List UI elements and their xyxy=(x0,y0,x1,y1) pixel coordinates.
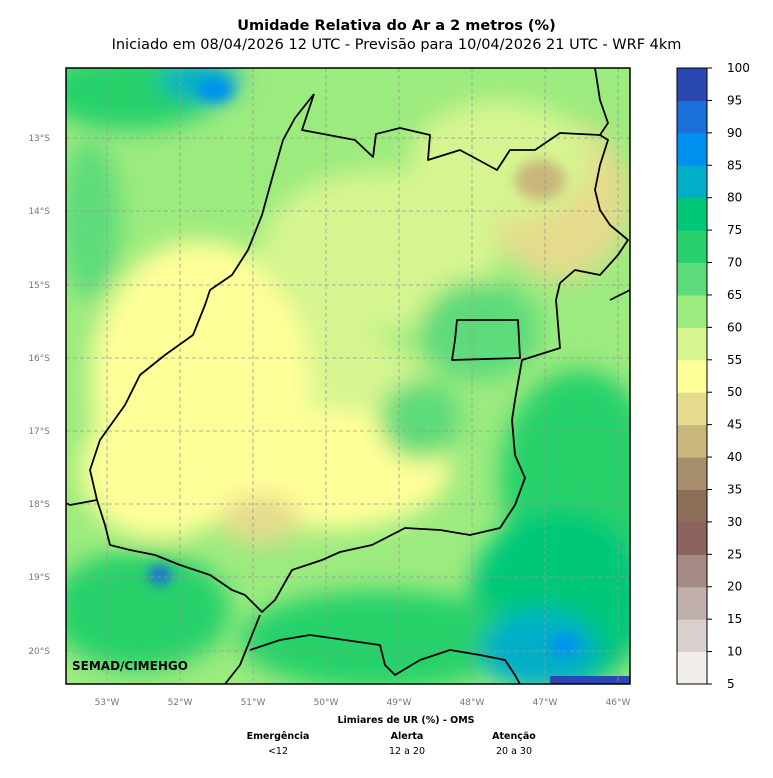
colorbar-segment xyxy=(677,100,707,134)
humidity-field xyxy=(66,68,630,684)
colorbar-segment xyxy=(677,489,707,523)
colorbar-tick-label: 95 xyxy=(727,93,742,107)
colorbar-tick-label: 10 xyxy=(727,645,742,659)
lon-label: 46°W xyxy=(606,698,631,708)
colorbar-tick-label: 30 xyxy=(727,515,742,529)
lat-label: 16°S xyxy=(28,354,50,364)
latitude-labels: 13°S 14°S 15°S 16°S 17°S 18°S 19°S 20°S xyxy=(28,134,50,657)
colorbar-tick-label: 35 xyxy=(727,482,742,496)
lon-label: 52°W xyxy=(168,698,193,708)
colorbar-tick-label: 85 xyxy=(727,158,742,172)
colorbar-segment xyxy=(677,262,707,296)
colorbar-tick-label: 20 xyxy=(727,580,742,594)
colorbar-frame xyxy=(676,67,708,685)
map-title: Umidade Relativa do Ar a 2 metros (%) xyxy=(237,18,556,34)
colorbar-segment xyxy=(677,392,707,426)
colorbar-segment xyxy=(677,165,707,199)
lat-label: 14°S xyxy=(28,207,50,217)
level-range-atencao: 20 a 30 xyxy=(495,746,533,757)
colorbar-tick-label: 45 xyxy=(727,418,742,432)
colorbar-segment xyxy=(677,68,707,101)
colorbar-segment xyxy=(677,424,707,458)
lon-label: 50°W xyxy=(314,698,339,708)
colorbar: 5 10 15 20 25 30 35 40 45 50 55 60 65 70 75 80 85 90 95 100 xyxy=(676,61,750,691)
colorbar-tick-label: 80 xyxy=(727,191,742,205)
colorbar-tick-label: 15 xyxy=(727,612,742,626)
level-range-alerta: 12 a 20 xyxy=(388,746,426,757)
lat-label: 13°S xyxy=(28,134,50,144)
graticule xyxy=(66,68,630,684)
map-subtitle: Iniciado em 08/04/2026 12 UTC - Previsão… xyxy=(111,37,682,53)
lat-label: 20°S xyxy=(28,647,50,657)
colorbar-segment xyxy=(677,132,707,166)
colorbar-tick-label: 100 xyxy=(727,61,750,75)
map-frame xyxy=(65,67,631,685)
colorbar-segment xyxy=(677,554,707,588)
colorbar-segment xyxy=(677,327,707,361)
colorbar-segment xyxy=(677,197,707,231)
colorbar-tick-label: 50 xyxy=(727,385,742,399)
colorbar-segment xyxy=(677,230,707,264)
colorbar-tick-label: 75 xyxy=(727,223,742,237)
lon-label: 49°W xyxy=(387,698,412,708)
level-range-emergencia: <12 xyxy=(267,746,289,757)
colorbar-tick-label: 5 xyxy=(727,677,735,691)
colorbar-tick-label: 70 xyxy=(727,256,742,270)
level-name-emergencia: Emergência xyxy=(246,731,310,742)
watermark: SEMAD/CIMEHGO xyxy=(72,659,188,673)
colorbar-tick-label: 60 xyxy=(727,320,742,334)
state-borders xyxy=(66,68,630,684)
level-name-alerta: Alerta xyxy=(390,731,424,742)
colorbar-segment xyxy=(677,651,707,685)
colorbar-segment xyxy=(677,619,707,653)
colorbar-segment xyxy=(677,457,707,490)
colorbar-segment xyxy=(677,294,707,328)
lat-label: 18°S xyxy=(28,500,50,510)
lon-label: 53°W xyxy=(95,698,120,708)
lat-label: 19°S xyxy=(28,573,50,583)
level-name-atencao: Atenção xyxy=(492,731,536,742)
lat-label: 17°S xyxy=(28,427,50,437)
lat-label: 15°S xyxy=(28,281,50,291)
colorbar-tick-label: 65 xyxy=(727,288,742,302)
footer-heading: Limiares de UR (%) - OMS xyxy=(337,715,475,726)
lon-label: 51°W xyxy=(241,698,266,708)
colorbar-tick-label: 40 xyxy=(727,450,742,464)
colorbar-tick-label: 90 xyxy=(727,126,742,140)
lon-label: 47°W xyxy=(533,698,558,708)
colorbar-segment xyxy=(677,359,707,393)
colorbar-tick-label: 55 xyxy=(727,353,742,367)
lon-label: 48°W xyxy=(460,698,485,708)
colorbar-segment xyxy=(677,586,707,620)
colorbar-tick-label: 25 xyxy=(727,547,742,561)
colorbar-segment xyxy=(677,521,707,555)
longitude-labels: 53°W 52°W 51°W 50°W 49°W 48°W 47°W 46°W xyxy=(95,698,631,708)
